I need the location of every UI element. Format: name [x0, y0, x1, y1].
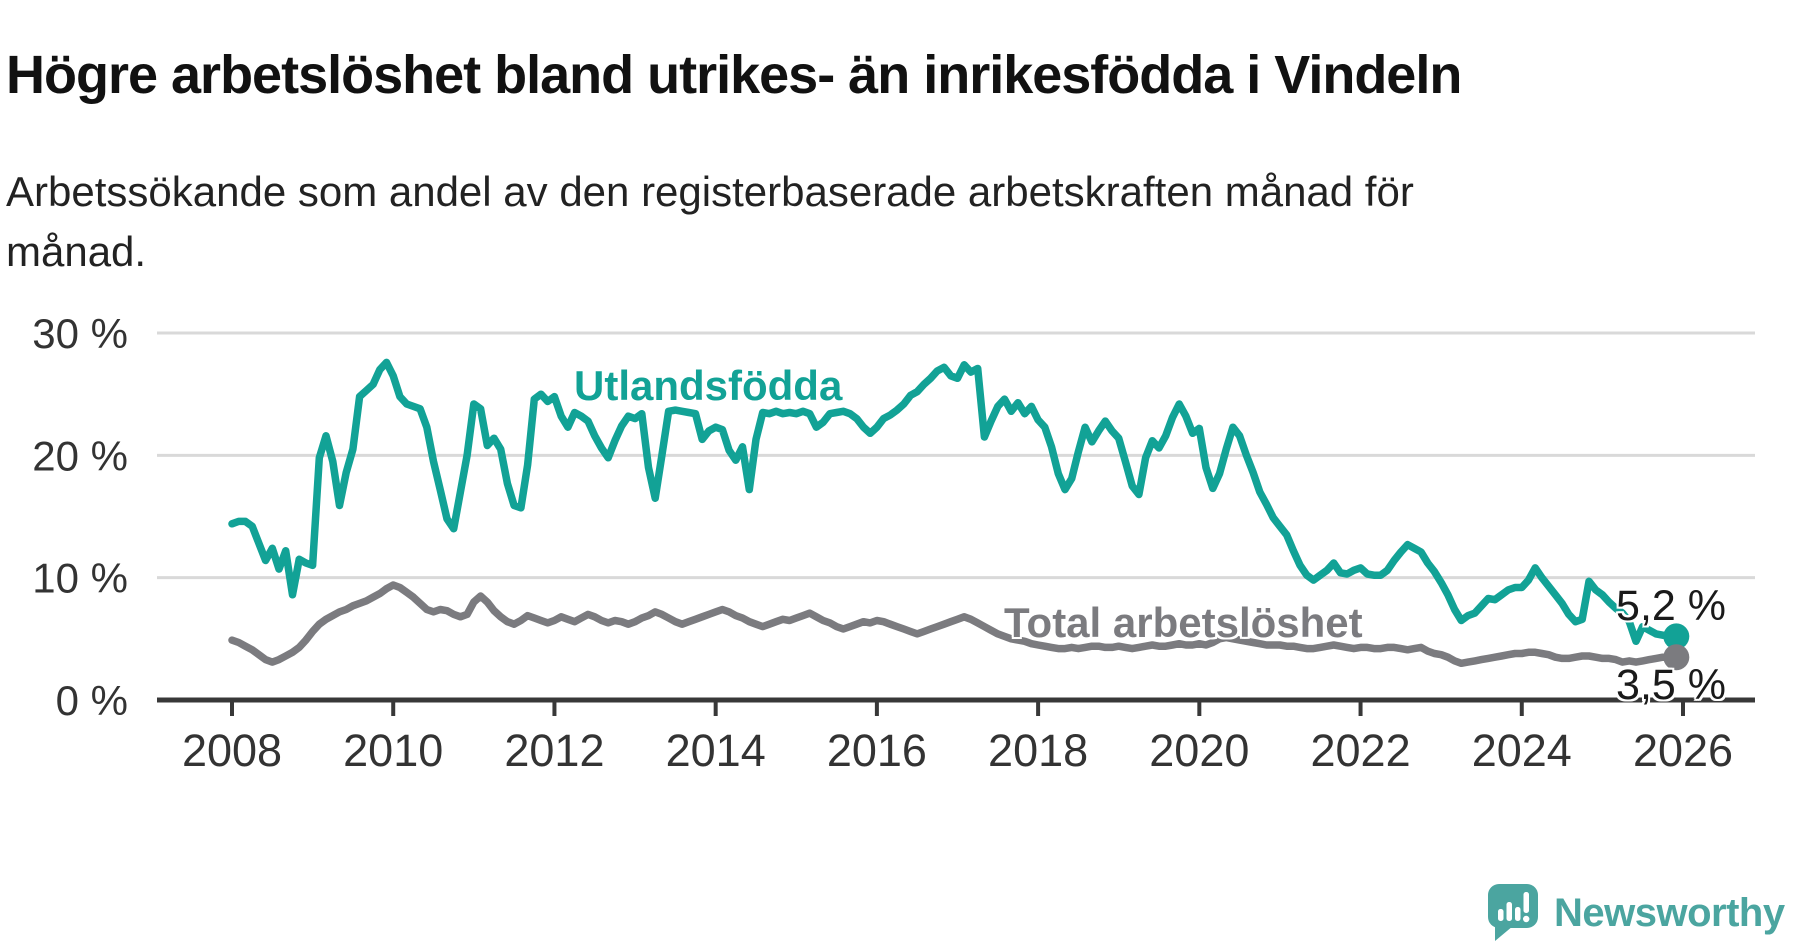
- chart-subtitle: Arbetssökande som andel av den registerb…: [6, 168, 1414, 275]
- x-axis-tick-label: 2012: [504, 725, 604, 776]
- series-label-utlandsfodda: Utlandsfödda: [574, 362, 843, 409]
- x-axis-tick-label: 2008: [182, 725, 282, 776]
- x-axis-tick-label: 2020: [1149, 725, 1249, 776]
- y-axis-tick-label: 0 %: [56, 677, 128, 724]
- newsworthy-branding: Newsworthy: [1486, 882, 1785, 944]
- end-value-label-utlandsfodda: 5,2 %: [1616, 582, 1726, 630]
- series-line-utlandsfodda: [228, 358, 1681, 646]
- x-axis-tick-label: 2026: [1633, 725, 1733, 776]
- series-label-total-arbetsloshet: Total arbetslöshet: [1004, 599, 1363, 646]
- x-axis-tick-label: 2024: [1472, 725, 1572, 776]
- page-title: Högre arbetslöshet bland utrikes- än inr…: [6, 45, 1462, 106]
- y-axis-tick-label: 20 %: [32, 432, 128, 479]
- x-axis-tick-label: 2014: [666, 725, 766, 776]
- series-end-dot-utlandsfodda: [1663, 623, 1690, 650]
- x-axis-tick-label: 2010: [343, 725, 443, 776]
- x-axis-tick-label: 2018: [988, 725, 1088, 776]
- end-value-label-total: 3,5 %: [1616, 661, 1726, 709]
- newsworthy-logo-icon: [1488, 884, 1538, 941]
- y-axis-tick-label: 30 %: [32, 310, 128, 357]
- series-line-total: [228, 581, 1681, 668]
- x-axis-tick-label: 2022: [1310, 725, 1410, 776]
- y-axis-tick-label: 10 %: [32, 555, 128, 602]
- series-end-dot-total: [1663, 644, 1690, 671]
- newsworthy-logo-text: Newsworthy: [1554, 890, 1785, 935]
- x-axis-tick-label: 2016: [827, 725, 927, 776]
